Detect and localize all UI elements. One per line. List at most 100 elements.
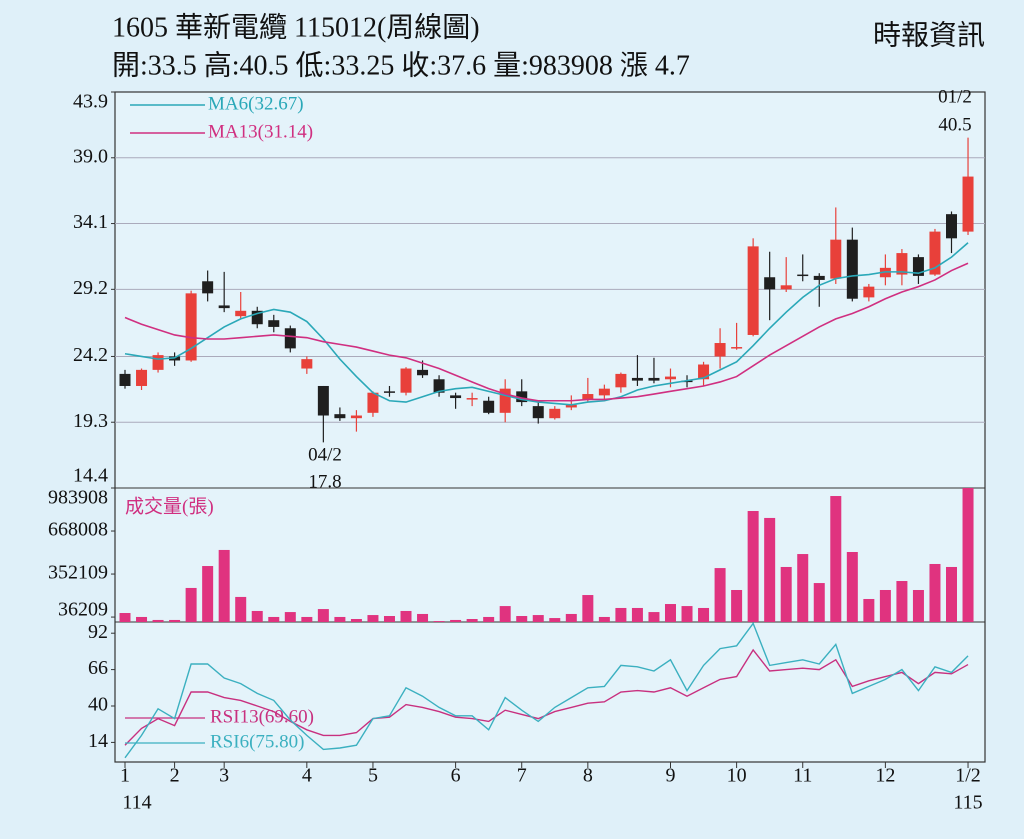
candle-body (334, 414, 346, 419)
volume-bar (417, 613, 429, 622)
x-tick-label: 9 (665, 765, 675, 787)
volume-bar (681, 606, 693, 622)
candle-body (912, 257, 924, 276)
candle-body (764, 277, 776, 290)
candle-body (830, 239, 842, 279)
x-tick-label: 8 (583, 765, 593, 787)
plot-frame (114, 91, 986, 763)
candle-body (367, 392, 379, 413)
candle-body (483, 400, 495, 413)
candle-body (152, 355, 164, 370)
x-tick-label: 12 (875, 765, 895, 787)
candle-body (946, 214, 957, 239)
volume-bar (664, 604, 676, 622)
volume-bar (235, 596, 247, 622)
y-tick-label: 983908 (48, 487, 108, 509)
volume-bar (466, 619, 478, 622)
candle-body (631, 377, 643, 381)
volume-bar (863, 598, 875, 622)
volume-bar (169, 619, 181, 622)
volume-bar (317, 609, 329, 622)
candle-body (565, 404, 577, 408)
volume-bar (780, 566, 792, 622)
x-tick-label: 5 (368, 765, 378, 787)
candle-body (218, 305, 230, 309)
y-tick-label: 39.0 (73, 145, 108, 167)
candle-body (185, 293, 197, 361)
candle-body (532, 406, 544, 419)
volume-bar (946, 566, 957, 622)
candle-body (780, 285, 792, 290)
volume-bar (400, 610, 412, 622)
volume-bar (284, 612, 296, 622)
candle-body (731, 347, 743, 349)
x-tick-label: 6 (451, 765, 461, 787)
volume-bar (912, 589, 924, 622)
volume-bar (747, 511, 759, 622)
candle-body (598, 388, 610, 396)
volume-bar (896, 581, 908, 622)
volume-bar (334, 616, 346, 622)
y-tick-label: 40 (88, 694, 108, 716)
candle-body (896, 253, 908, 275)
volume-bar (582, 595, 594, 622)
candle-body (797, 274, 809, 277)
y-tick-label: 92 (88, 621, 108, 643)
x-tick-label: 7 (517, 765, 527, 787)
volume-bar (483, 616, 495, 622)
y-tick-label: 19.3 (73, 410, 108, 432)
volume-bar (615, 607, 627, 622)
x-tick-label: 4 (302, 765, 312, 787)
annotation-value: 40.5 (938, 114, 971, 135)
annotation-date: 04/2 (308, 444, 342, 465)
y-tick-label: 14 (88, 730, 108, 752)
candle-body (301, 359, 313, 369)
x-sublabel: 114 (122, 792, 151, 814)
candle-body (466, 398, 478, 400)
y-tick-label: 36209 (58, 599, 108, 621)
y-tick-label: 24.2 (73, 344, 108, 366)
volume-label: 成交量(張) (125, 495, 214, 517)
x-tick-label: 10 (727, 765, 747, 787)
volume-bar (185, 587, 197, 622)
annotation-date: 01/2 (938, 86, 972, 107)
candle-body (615, 373, 627, 388)
y-tick-label: 14.4 (73, 465, 108, 487)
x-tick-label: 2 (170, 765, 180, 787)
candle-body (136, 369, 148, 386)
candle-body (499, 388, 511, 413)
candle-body (813, 275, 825, 280)
volume-bar (383, 616, 395, 622)
ma-line (124, 242, 969, 406)
candle-body (698, 364, 710, 380)
volume-bar (813, 583, 825, 622)
candle-body (383, 391, 395, 393)
candle-body (235, 310, 247, 317)
candle-body (417, 369, 429, 376)
volume-bar (846, 551, 858, 622)
candle-body (582, 394, 594, 400)
volume-bar (797, 554, 809, 622)
volume-bar (549, 618, 561, 622)
y-tick-label: 66 (88, 657, 108, 679)
annotation-value: 17.8 (308, 471, 341, 492)
volume-bar (516, 616, 528, 622)
candle-body (664, 376, 676, 380)
volume-bar (251, 610, 263, 622)
y-tick-label: 34.1 (73, 211, 108, 233)
candle-body (516, 391, 528, 403)
volume-bar (648, 612, 660, 622)
legend-entry: MA13(31.14) (208, 121, 313, 142)
volume-bar (598, 616, 610, 622)
chart-title: 1605 華新電纜 115012(周線圖) (112, 11, 480, 43)
legend-entry: RSI13(69.60) (210, 706, 314, 727)
volume-bar (136, 616, 148, 622)
chart-subtitle: 開:33.5 高:40.5 低:33.25 收:37.6 量:983908 漲 … (112, 49, 690, 81)
candle-body (268, 320, 280, 327)
volume-bar (631, 607, 643, 622)
x-sublabel: 115 (953, 792, 982, 814)
x-tick-label: 1 (120, 765, 130, 787)
candle-body (400, 368, 412, 393)
candle-body (350, 415, 362, 419)
